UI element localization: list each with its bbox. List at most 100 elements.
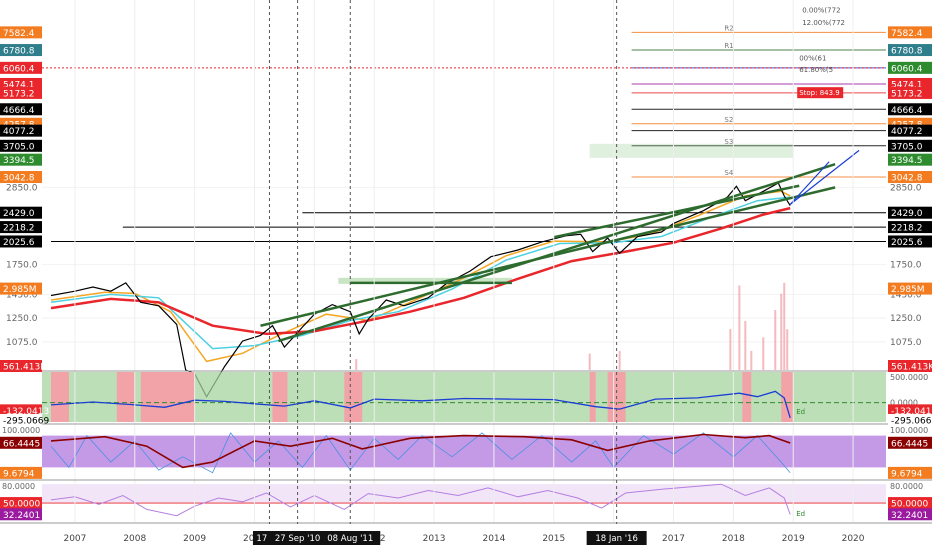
- indicator-3-axis-label: 80.0000: [2, 482, 35, 491]
- event-date-badge-bg: [267, 531, 328, 545]
- left-price-badge-bg: [0, 61, 42, 74]
- time-tick-label: 2015: [542, 534, 565, 544]
- fib-label: 61.80%(5: [799, 66, 833, 74]
- indicator-3-line: [50, 483, 791, 517]
- left-price-badge: 2429.0: [3, 209, 35, 219]
- indicator-3-note: Ed: [796, 510, 805, 518]
- price-pane-background: [42, 0, 886, 370]
- event-date-badge: 18 Jan '16: [595, 534, 637, 544]
- left-price-badge: 6780.8: [3, 47, 35, 57]
- volume-pane: [355, 282, 789, 370]
- pivot-label: R1: [724, 42, 733, 50]
- indicator-1-red-zone: [742, 372, 752, 422]
- right-price-badge: 4666.4: [891, 106, 923, 116]
- right-price-badge: 6780.8: [891, 47, 923, 57]
- indicator-2-badge-left: 9.6794: [3, 469, 35, 479]
- volume-bar: [738, 285, 741, 370]
- right-price-badge: 3394.5: [891, 156, 923, 166]
- right-price-scale[interactable]: 7582.46780.86060.45474.15173.24666.44257…: [888, 26, 932, 521]
- indicator-1-badge-right: -132.0413: [891, 407, 932, 417]
- time-tick-label: 2007: [63, 534, 86, 544]
- price-tick-label-left: 1075.0: [6, 338, 38, 348]
- right-price-badge-bg: [888, 124, 932, 137]
- left-price-badge: 5173.2: [3, 89, 35, 99]
- left-price-badge-bg: [0, 103, 42, 116]
- volume-bar: [783, 282, 786, 370]
- volume-bar: [588, 353, 591, 370]
- right-indicator-badge: 561.413K: [891, 363, 932, 373]
- indicator-3-pane[interactable]: Ed 80.0000 80.0000: [2, 481, 923, 522]
- left-price-badge: 3705.0: [3, 142, 35, 152]
- indicator-1-red-zone: [116, 372, 135, 422]
- projection-arrow: [789, 161, 830, 205]
- left-price-badge-bg: [0, 44, 42, 57]
- indicator-1-badge-right-bg: [888, 404, 932, 417]
- support-zone: [589, 143, 794, 158]
- indicator-3-badge-left-bg: [0, 508, 42, 521]
- right-price-badge: 4077.2: [891, 127, 923, 137]
- right-price-badge: 6060.4: [891, 64, 923, 74]
- indicator-2-badge-right-bg: [888, 466, 932, 479]
- indicator-1-red-zone: [50, 372, 69, 422]
- volume-bar: [744, 320, 747, 370]
- event-date-badge: 27 Sep '10: [275, 534, 320, 544]
- indicator-3-badge-left: 32.2401: [3, 511, 40, 521]
- indicator-2-badge-left-bg: [0, 436, 42, 449]
- time-tick-label: 2017: [662, 534, 685, 544]
- indicator-3-badge-right-bg: [888, 497, 932, 510]
- indicator-1-red-zone: [140, 372, 195, 422]
- left-price-badge: 3042.8: [3, 174, 35, 184]
- indicator-1-badge-left-bg: [0, 413, 42, 426]
- right-price-badge: 5173.2: [891, 89, 923, 99]
- time-tick-label: 2019: [782, 534, 805, 544]
- left-price-badge-bg: [0, 139, 42, 152]
- indicator-1-pane[interactable]: Ed 500.0000 0.0000: [42, 372, 928, 422]
- price-tick-label-right: 1750.0: [890, 261, 922, 271]
- indicator-1-red-zone: [589, 372, 596, 422]
- indicator-2-badge-right: 66.4445: [891, 439, 928, 449]
- price-tick-label-left: 1450.0: [6, 290, 38, 300]
- right-price-badge-bg: [888, 61, 932, 74]
- right-volume-badge: 2.985M: [891, 285, 925, 295]
- indicator-2-axis-label: 100.0000: [2, 426, 40, 435]
- indicator-1-note: Ed: [796, 408, 805, 416]
- indicator-1-axis-label: 500.0000: [890, 373, 928, 382]
- projection-arrow: [789, 149, 860, 205]
- price-tick-label-right: 1075.0: [890, 338, 922, 348]
- right-price-badge-bg: [888, 153, 932, 166]
- left-price-badge-bg: [0, 153, 42, 166]
- chart-overlay: [0, 0, 932, 524]
- left-price-badge-bg: [0, 171, 42, 184]
- indicator-1-badge-right: -295.0669: [891, 416, 932, 426]
- volume-bar: [618, 350, 621, 370]
- series-ma-fast: [50, 190, 791, 363]
- right-price-badge: 2429.0: [891, 209, 923, 219]
- trendline: [553, 184, 800, 239]
- right-price-badge: 2218.2: [891, 224, 923, 234]
- right-price-badge-bg: [888, 103, 932, 116]
- series-ma-slow: [50, 206, 791, 336]
- time-tick-label: 2014: [482, 534, 505, 544]
- right-price-badge-bg: [888, 221, 932, 234]
- fib-label: 00%(61: [799, 54, 826, 62]
- pivot-label: S4: [724, 169, 733, 177]
- indicator-2-axis-label: 100.0000: [890, 426, 928, 435]
- right-price-badge-bg: [888, 171, 932, 184]
- left-indicator-badge: 561.413K: [3, 363, 47, 373]
- indicator-2-badge-right-bg: [888, 436, 932, 449]
- indicator-2-badge-left: 66.4445: [3, 439, 40, 449]
- indicator-2-pane[interactable]: 100.0000 100.0000: [2, 425, 928, 478]
- left-price-scale[interactable]: 7582.46780.86060.45474.15173.24666.44257…: [0, 26, 49, 521]
- time-tick-label: 2020: [842, 534, 865, 544]
- left-price-badge-bg: [0, 206, 42, 219]
- left-volume-badge-bg: [0, 282, 42, 295]
- right-indicator-badge-bg: [888, 360, 932, 372]
- right-price-badge: 3705.0: [891, 142, 923, 152]
- time-axis[interactable]: 2007200820092010201120122013201420152016…: [0, 524, 932, 550]
- indicator-1-badge-left-bg: [0, 404, 42, 417]
- right-price-badge-bg: [888, 206, 932, 219]
- price-pane[interactable]: 1075.0 1075.0 1250.0 1250.0 1450.0 1450.0 1750…: [6, 0, 922, 399]
- left-price-badge: 7582.4: [3, 29, 35, 39]
- right-price-badge-bg: [888, 139, 932, 152]
